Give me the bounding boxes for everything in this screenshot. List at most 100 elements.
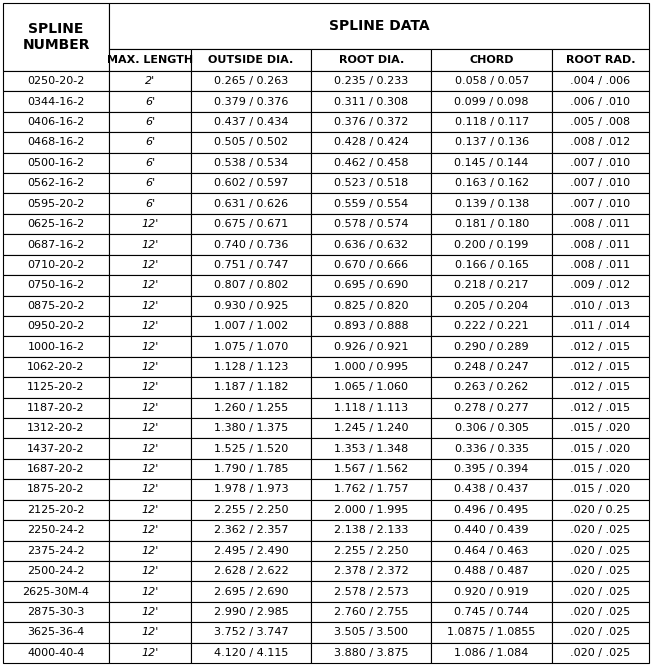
Text: 0.137 / 0.136: 0.137 / 0.136 [454,137,529,147]
Bar [3,214,109,234]
Text: 12': 12' [141,280,158,290]
Text: 0750-16-2: 0750-16-2 [27,280,85,290]
Bar [432,112,552,133]
Text: 1.762 / 1.757: 1.762 / 1.757 [334,484,409,494]
Text: 0.464 / 0.463: 0.464 / 0.463 [454,545,529,555]
Bar [311,275,432,296]
Bar [311,418,432,438]
Text: .015 / .020: .015 / .020 [570,423,630,434]
Bar [311,643,432,663]
Text: 0.235 / 0.233: 0.235 / 0.233 [334,76,408,86]
Text: 1.065 / 1.060: 1.065 / 1.060 [334,382,408,392]
Bar [552,398,649,418]
Bar [191,194,311,214]
Bar [432,254,552,275]
Bar [552,602,649,622]
Bar [552,418,649,438]
Text: ROOT RAD.: ROOT RAD. [566,55,635,65]
Text: 0.440 / 0.439: 0.440 / 0.439 [454,525,529,535]
Bar [432,520,552,541]
Bar [552,112,649,133]
Bar [3,296,109,316]
Bar [311,438,432,459]
Bar [191,520,311,541]
Text: 6': 6' [145,137,155,147]
Text: .008 / .012: .008 / .012 [570,137,630,147]
Text: 0.670 / 0.666: 0.670 / 0.666 [334,260,408,270]
Bar [191,112,311,133]
Text: 4000-40-4: 4000-40-4 [27,648,85,658]
Text: 1062-20-2: 1062-20-2 [27,362,85,372]
Text: 2.255 / 2.250: 2.255 / 2.250 [214,505,288,515]
Bar [432,377,552,398]
Bar [109,234,191,254]
Text: .012 / .015: .012 / .015 [570,342,630,352]
Text: 0.675 / 0.671: 0.675 / 0.671 [214,219,288,229]
Bar [191,254,311,275]
Text: .020 / .025: .020 / .025 [570,607,630,617]
Text: .020 / .025: .020 / .025 [570,627,630,637]
Text: 0.437 / 0.434: 0.437 / 0.434 [214,117,288,127]
Text: 1.187 / 1.182: 1.187 / 1.182 [214,382,288,392]
Text: 0.496 / 0.495: 0.496 / 0.495 [454,505,529,515]
Text: 2625-30M-4: 2625-30M-4 [23,587,89,597]
Bar [311,71,432,91]
Bar [432,622,552,643]
Bar [109,398,191,418]
Bar [3,500,109,520]
Text: 12': 12' [141,240,158,250]
Bar [3,602,109,622]
Bar [552,194,649,214]
Text: 2.255 / 2.250: 2.255 / 2.250 [334,545,409,555]
Text: 2.695 / 2.690: 2.695 / 2.690 [214,587,288,597]
Text: 2': 2' [145,76,155,86]
Text: 0.930 / 0.925: 0.930 / 0.925 [214,301,288,311]
Bar [311,173,432,194]
Bar [432,357,552,377]
Text: 12': 12' [141,545,158,555]
Bar [109,602,191,622]
Bar [3,643,109,663]
Text: 12': 12' [141,321,158,331]
Text: 0.538 / 0.534: 0.538 / 0.534 [214,158,288,168]
Bar [3,3,109,71]
Text: 0.376 / 0.372: 0.376 / 0.372 [334,117,408,127]
Text: 0.306 / 0.305: 0.306 / 0.305 [454,423,529,434]
Text: 12': 12' [141,627,158,637]
Bar [311,316,432,336]
Text: MAX. LENGTH: MAX. LENGTH [107,55,193,65]
Bar [432,71,552,91]
Bar [3,194,109,214]
Text: 6': 6' [145,178,155,188]
Text: 12': 12' [141,587,158,597]
Bar [3,480,109,500]
Bar [3,133,109,153]
Bar [191,418,311,438]
Bar [3,91,109,112]
Text: .008 / .011: .008 / .011 [570,260,630,270]
Text: 0468-16-2: 0468-16-2 [27,137,85,147]
Text: 0.265 / 0.263: 0.265 / 0.263 [214,76,288,86]
Text: .005 / .008: .005 / .008 [570,117,630,127]
Bar [109,459,191,480]
Text: 12': 12' [141,464,158,474]
Text: 1.380 / 1.375: 1.380 / 1.375 [214,423,288,434]
Text: 0500-16-2: 0500-16-2 [27,158,85,168]
Text: 0.428 / 0.424: 0.428 / 0.424 [334,137,409,147]
Bar [191,296,311,316]
Bar [311,296,432,316]
Text: 2.760 / 2.755: 2.760 / 2.755 [334,607,409,617]
Text: 2.578 / 2.573: 2.578 / 2.573 [334,587,409,597]
Text: 0.163 / 0.162: 0.163 / 0.162 [454,178,529,188]
Bar [109,173,191,194]
Text: 0.893 / 0.888: 0.893 / 0.888 [334,321,409,331]
Text: 2.000 / 1.995: 2.000 / 1.995 [334,505,408,515]
Bar [191,377,311,398]
Text: 0710-20-2: 0710-20-2 [27,260,85,270]
Text: 1.000 / 0.995: 1.000 / 0.995 [334,362,408,372]
Text: 2500-24-2: 2500-24-2 [27,566,85,576]
Bar [191,91,311,112]
Text: 0.248 / 0.247: 0.248 / 0.247 [454,362,529,372]
Text: .020 / .025: .020 / .025 [570,566,630,576]
Bar [552,622,649,643]
